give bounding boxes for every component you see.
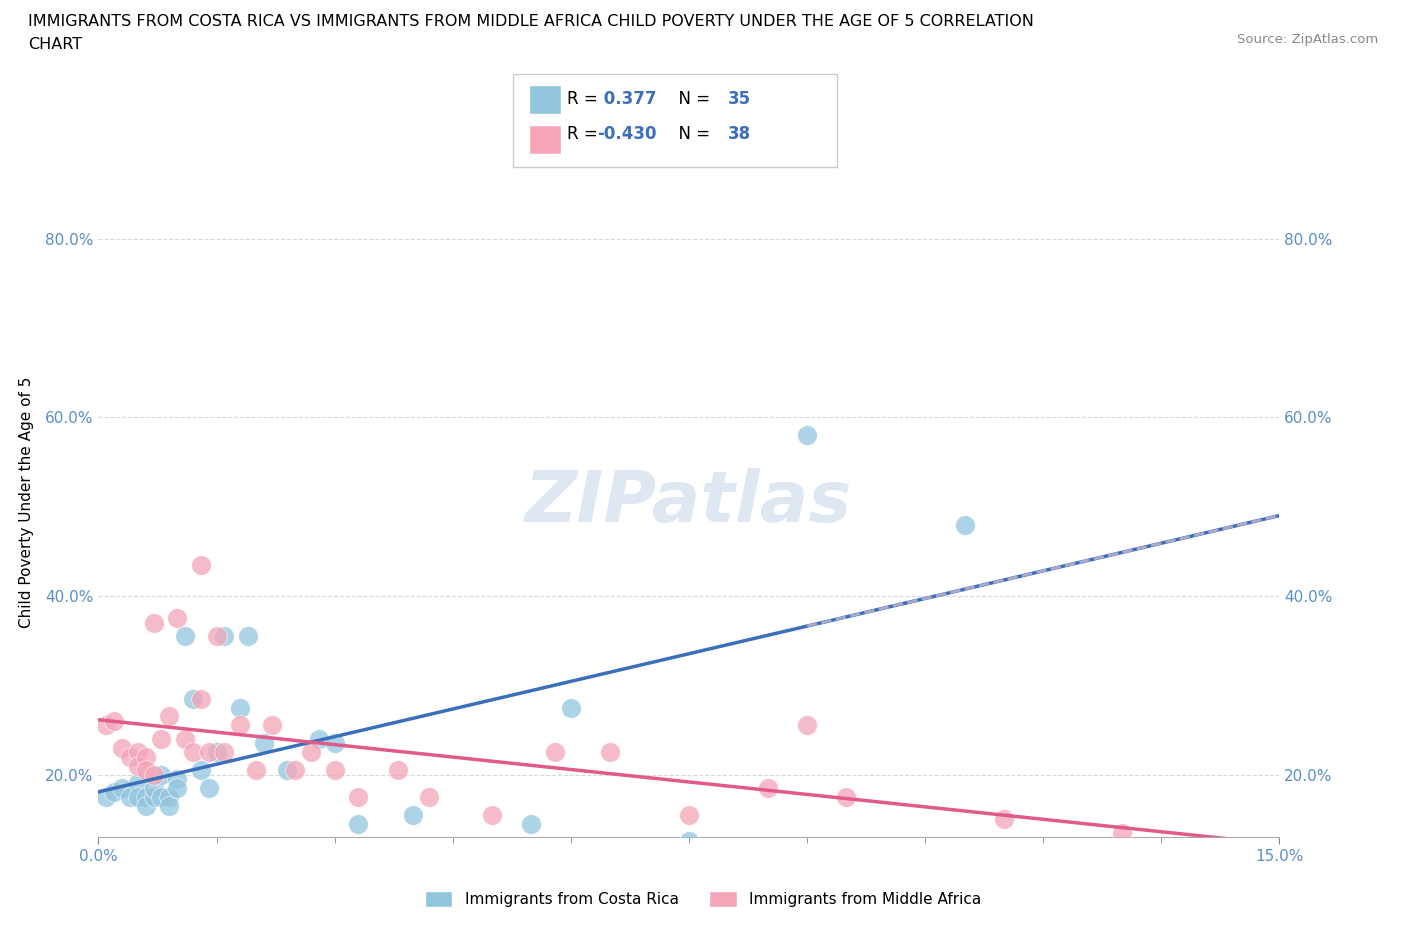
Text: -0.430: -0.430 bbox=[598, 125, 657, 142]
Point bbox=[157, 790, 180, 804]
Point bbox=[520, 817, 543, 831]
Point bbox=[678, 834, 700, 849]
Point bbox=[205, 745, 228, 760]
Point bbox=[174, 731, 197, 746]
Point bbox=[135, 798, 157, 813]
Point bbox=[174, 629, 197, 644]
Point bbox=[308, 731, 330, 746]
Point bbox=[181, 745, 204, 760]
Point bbox=[96, 790, 118, 804]
Point bbox=[118, 750, 141, 764]
Point bbox=[560, 700, 582, 715]
Point bbox=[993, 812, 1015, 827]
Point bbox=[347, 790, 370, 804]
Text: R =: R = bbox=[567, 90, 603, 108]
Point bbox=[127, 758, 149, 773]
Point bbox=[276, 763, 298, 777]
Text: N =: N = bbox=[668, 90, 716, 108]
Point bbox=[229, 700, 252, 715]
Text: Source: ZipAtlas.com: Source: ZipAtlas.com bbox=[1237, 33, 1378, 46]
Point bbox=[418, 790, 440, 804]
Point bbox=[678, 807, 700, 822]
Point bbox=[387, 763, 409, 777]
Point bbox=[205, 629, 228, 644]
Y-axis label: Child Poverty Under the Age of 5: Child Poverty Under the Age of 5 bbox=[18, 377, 34, 628]
Point bbox=[214, 745, 236, 760]
Point bbox=[127, 790, 149, 804]
Point bbox=[299, 745, 322, 760]
Point bbox=[96, 718, 118, 733]
Point bbox=[103, 785, 125, 800]
Point bbox=[135, 763, 157, 777]
Point bbox=[142, 767, 165, 782]
Point bbox=[481, 807, 503, 822]
Point bbox=[181, 691, 204, 706]
Point bbox=[127, 745, 149, 760]
Point bbox=[127, 776, 149, 790]
Text: CHART: CHART bbox=[28, 37, 82, 52]
Text: N =: N = bbox=[668, 125, 716, 142]
Point bbox=[135, 790, 157, 804]
Point bbox=[796, 718, 818, 733]
Text: 0.377: 0.377 bbox=[598, 90, 657, 108]
Text: ZIPatlas: ZIPatlas bbox=[526, 468, 852, 537]
Point bbox=[229, 718, 252, 733]
Point bbox=[142, 616, 165, 631]
Point bbox=[214, 629, 236, 644]
Point bbox=[150, 731, 173, 746]
Text: 38: 38 bbox=[728, 125, 751, 142]
Point bbox=[166, 611, 188, 626]
Point bbox=[142, 780, 165, 795]
Point bbox=[402, 807, 425, 822]
Point bbox=[197, 780, 219, 795]
Point bbox=[111, 740, 134, 755]
Point bbox=[142, 790, 165, 804]
Point bbox=[118, 790, 141, 804]
Point bbox=[796, 428, 818, 443]
Point bbox=[157, 798, 180, 813]
Point bbox=[197, 745, 219, 760]
Point bbox=[245, 763, 267, 777]
Point bbox=[190, 763, 212, 777]
Point bbox=[1111, 825, 1133, 840]
Point bbox=[135, 750, 157, 764]
Point bbox=[150, 790, 173, 804]
Point bbox=[166, 772, 188, 787]
Point bbox=[190, 557, 212, 572]
Point bbox=[150, 767, 173, 782]
Point bbox=[236, 629, 259, 644]
Point bbox=[599, 745, 621, 760]
Point bbox=[111, 780, 134, 795]
Text: IMMIGRANTS FROM COSTA RICA VS IMMIGRANTS FROM MIDDLE AFRICA CHILD POVERTY UNDER : IMMIGRANTS FROM COSTA RICA VS IMMIGRANTS… bbox=[28, 14, 1033, 29]
Point bbox=[103, 713, 125, 728]
Point bbox=[756, 780, 779, 795]
Point bbox=[347, 817, 370, 831]
Point bbox=[323, 763, 346, 777]
Point bbox=[260, 718, 283, 733]
Point bbox=[190, 691, 212, 706]
Point bbox=[835, 790, 858, 804]
Text: R =: R = bbox=[567, 125, 603, 142]
Point bbox=[953, 517, 976, 532]
Point bbox=[166, 780, 188, 795]
Point bbox=[253, 736, 276, 751]
Point bbox=[284, 763, 307, 777]
Point bbox=[157, 709, 180, 724]
Point bbox=[323, 736, 346, 751]
Point bbox=[544, 745, 567, 760]
Text: 35: 35 bbox=[728, 90, 751, 108]
Legend: Immigrants from Costa Rica, Immigrants from Middle Africa: Immigrants from Costa Rica, Immigrants f… bbox=[419, 884, 987, 913]
